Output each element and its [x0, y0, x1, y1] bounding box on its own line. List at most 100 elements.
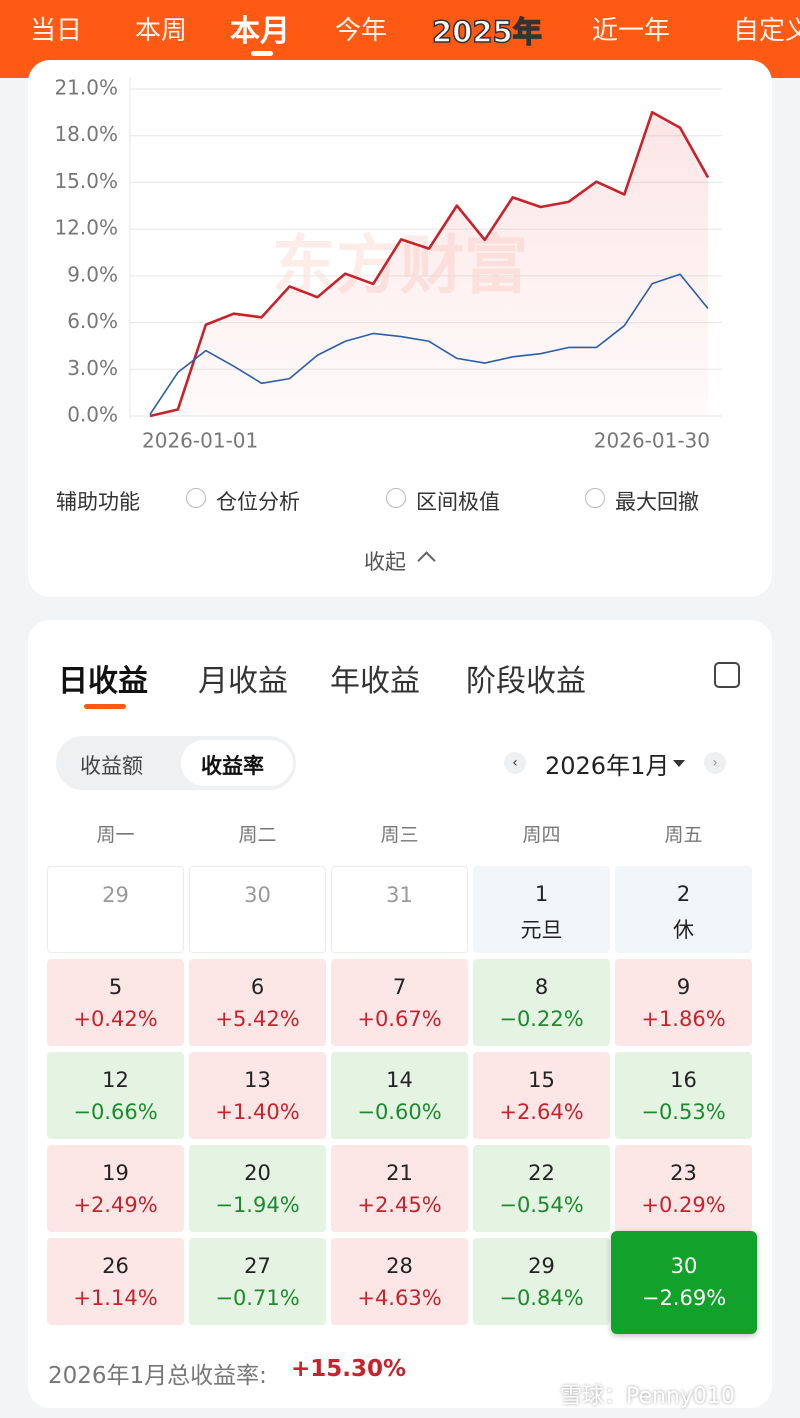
calendar-day[interactable]: 6 +5.42%: [189, 959, 326, 1046]
day-change: −0.53%: [641, 1100, 726, 1124]
day-note: 元旦: [520, 918, 563, 942]
day-change: −0.22%: [499, 1007, 584, 1031]
weekday: 周五: [664, 824, 703, 846]
day-change: +0.67%: [357, 1007, 442, 1031]
calendar-day[interactable]: 5 +0.42%: [47, 959, 184, 1046]
calendar-day[interactable]: 30: [189, 866, 326, 953]
day-number: 30: [244, 883, 271, 907]
day-change: +1.86%: [641, 1007, 726, 1031]
assist-option[interactable]: 区间极值: [416, 490, 500, 514]
day-number: 1: [534, 882, 549, 906]
next-month[interactable]: ›: [704, 752, 726, 774]
day-number: 9: [676, 975, 691, 999]
returns-tab[interactable]: 日收益: [58, 664, 148, 699]
day-number: 29: [528, 1254, 555, 1278]
day-number: 12: [102, 1068, 129, 1092]
day-change: −0.84%: [499, 1286, 584, 1310]
calendar-day[interactable]: 15 +2.64%: [473, 1052, 610, 1139]
period-tab[interactable]: 本周: [135, 16, 188, 46]
day-change: −0.71%: [215, 1286, 300, 1310]
calendar-day[interactable]: 19 +2.49%: [47, 1145, 184, 1232]
calendar-day[interactable]: 16 −0.53%: [615, 1052, 752, 1139]
footer-watermark: 雪球：Penny010: [560, 1384, 735, 1409]
day-number: 29: [102, 883, 129, 907]
collapse-chevron: [417, 551, 436, 570]
y-tick-label: 0.0%: [67, 403, 118, 427]
chart: 东方财富0.0%3.0%6.0%9.0%12.0%15.0%18.0%21.0%…: [54, 78, 722, 453]
y-tick-label: 9.0%: [67, 262, 118, 286]
returns-panel: 日收益 月收益 年收益 阶段收益 收益额 收益率 ‹ 2026年1月 › 周一 周二 周三 周四 周五 29…: [0, 620, 800, 1418]
active-underline: [251, 51, 273, 56]
period-tab[interactable]: 2025年: [431, 14, 542, 50]
weekday: 周一: [96, 824, 135, 846]
period-tab[interactable]: 近一年: [592, 16, 671, 46]
weekday: 周三: [380, 824, 419, 846]
month-caret: [673, 760, 685, 767]
calendar-day[interactable]: 13 +1.40%: [189, 1052, 326, 1139]
period-tab[interactable]: 自定义: [733, 16, 800, 46]
day-number: 31: [386, 883, 413, 907]
toggle-active: [181, 740, 293, 786]
x-tick-label: 2026-01-01: [142, 429, 258, 453]
returns-tab[interactable]: 月收益: [198, 664, 288, 699]
day-change: −0.66%: [73, 1100, 158, 1124]
calendar-day[interactable]: 29: [47, 866, 184, 953]
day-change: +4.63%: [357, 1286, 442, 1310]
y-tick-label: 21.0%: [54, 78, 118, 100]
calendar-day[interactable]: 22 −0.54%: [473, 1145, 610, 1232]
period-tab[interactable]: 本月: [230, 14, 290, 49]
returns-tab[interactable]: 阶段收益: [466, 664, 586, 699]
active-underline: [84, 704, 126, 709]
radio[interactable]: [585, 488, 605, 508]
day-change: +2.45%: [357, 1193, 442, 1217]
day-note: 休: [673, 918, 694, 942]
period-tab[interactable]: 今年: [335, 16, 388, 46]
calendar-day[interactable]: 9 +1.86%: [615, 959, 752, 1046]
line: [149, 273, 709, 415]
assist-option[interactable]: 仓位分析: [216, 490, 300, 514]
calendar-day[interactable]: 31: [331, 866, 468, 953]
radio[interactable]: [186, 488, 206, 508]
collapse-button[interactable]: 收起: [364, 550, 406, 574]
day-change: +1.14%: [73, 1286, 158, 1310]
prev-month[interactable]: ‹: [504, 752, 526, 774]
calendar-day[interactable]: 21 +2.45%: [331, 1145, 468, 1232]
day-number: 13: [244, 1068, 271, 1092]
calendar-day[interactable]: 29 −0.84%: [473, 1238, 610, 1325]
y-tick-label: 15.0%: [54, 169, 118, 193]
calendar-day[interactable]: 30 −2.69%: [611, 1231, 757, 1334]
toggle-option[interactable]: 收益率: [201, 754, 264, 778]
day-number: 28: [386, 1254, 413, 1278]
weekday: 周四: [522, 824, 561, 846]
day-number: 19: [102, 1161, 129, 1185]
period-tab[interactable]: 当日: [30, 16, 83, 46]
day-number: 27: [244, 1254, 271, 1278]
day-number: 21: [386, 1161, 413, 1185]
total-value: +15.30%: [291, 1356, 407, 1382]
calendar-day[interactable]: 28 +4.63%: [331, 1238, 468, 1325]
day-change: −1.94%: [215, 1193, 300, 1217]
returns-tab[interactable]: 年收益: [330, 664, 420, 699]
share-icon[interactable]: [714, 662, 740, 688]
area: [150, 112, 708, 417]
calendar-day[interactable]: 1 元旦: [473, 866, 610, 953]
calendar-day[interactable]: 8 −0.22%: [473, 959, 610, 1046]
month-selector[interactable]: 2026年1月: [545, 752, 670, 780]
day-change: +5.42%: [215, 1007, 300, 1031]
radio[interactable]: [386, 488, 406, 508]
calendar-day[interactable]: 14 −0.60%: [331, 1052, 468, 1139]
assist-option[interactable]: 最大回撤: [615, 490, 699, 514]
calendar-day[interactable]: 27 −0.71%: [189, 1238, 326, 1325]
toggle-option[interactable]: 收益额: [80, 754, 143, 778]
line: [149, 110, 710, 418]
calendar-day[interactable]: 12 −0.66%: [47, 1052, 184, 1139]
assist-label: 辅助功能: [56, 490, 140, 514]
calendar-day[interactable]: 26 +1.14%: [47, 1238, 184, 1325]
y-tick-label: 12.0%: [54, 216, 118, 240]
calendar-day[interactable]: 20 −1.94%: [189, 1145, 326, 1232]
day-number: 20: [244, 1161, 271, 1185]
calendar-day[interactable]: 23 +0.29%: [615, 1145, 752, 1232]
day-change: +2.64%: [499, 1100, 584, 1124]
calendar-day[interactable]: 7 +0.67%: [331, 959, 468, 1046]
